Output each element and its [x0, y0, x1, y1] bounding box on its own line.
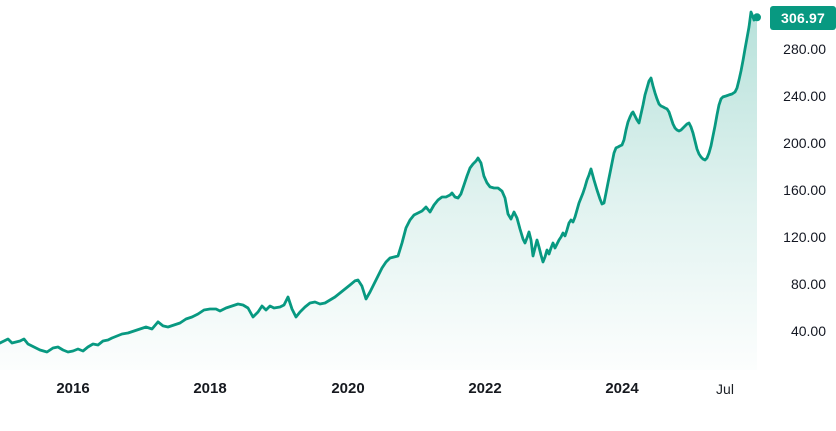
x-axis-label: 2022 — [468, 380, 502, 397]
y-axis-label: 280.00 — [783, 41, 826, 57]
x-axis-label: 2020 — [331, 380, 365, 397]
price-chart-plot-area[interactable] — [0, 0, 762, 370]
y-axis-label: 120.00 — [783, 229, 826, 245]
y-axis-label: 200.00 — [783, 135, 826, 151]
y-axis-label: 80.00 — [790, 276, 826, 292]
y-axis-label: 240.00 — [783, 88, 826, 104]
x-axis-label: 2016 — [56, 380, 90, 397]
y-axis-label: 40.00 — [790, 323, 826, 339]
y-axis-label: 160.00 — [783, 182, 826, 198]
last-price-dot — [753, 13, 761, 22]
x-axis-label: 2018 — [193, 380, 227, 397]
time-axis[interactable]: 2016 2018 2020 2022 2024 Jul — [0, 378, 762, 402]
x-axis-label: 2024 — [605, 380, 639, 397]
x-axis-label: Jul — [716, 381, 734, 397]
price-line — [0, 10, 759, 354]
price-axis[interactable]: 306.97 280.00 240.00 200.00 160.00 120.00 80.… — [762, 0, 836, 370]
last-price-badge: 306.97 — [770, 6, 836, 30]
price-area-fill — [0, 12, 757, 370]
